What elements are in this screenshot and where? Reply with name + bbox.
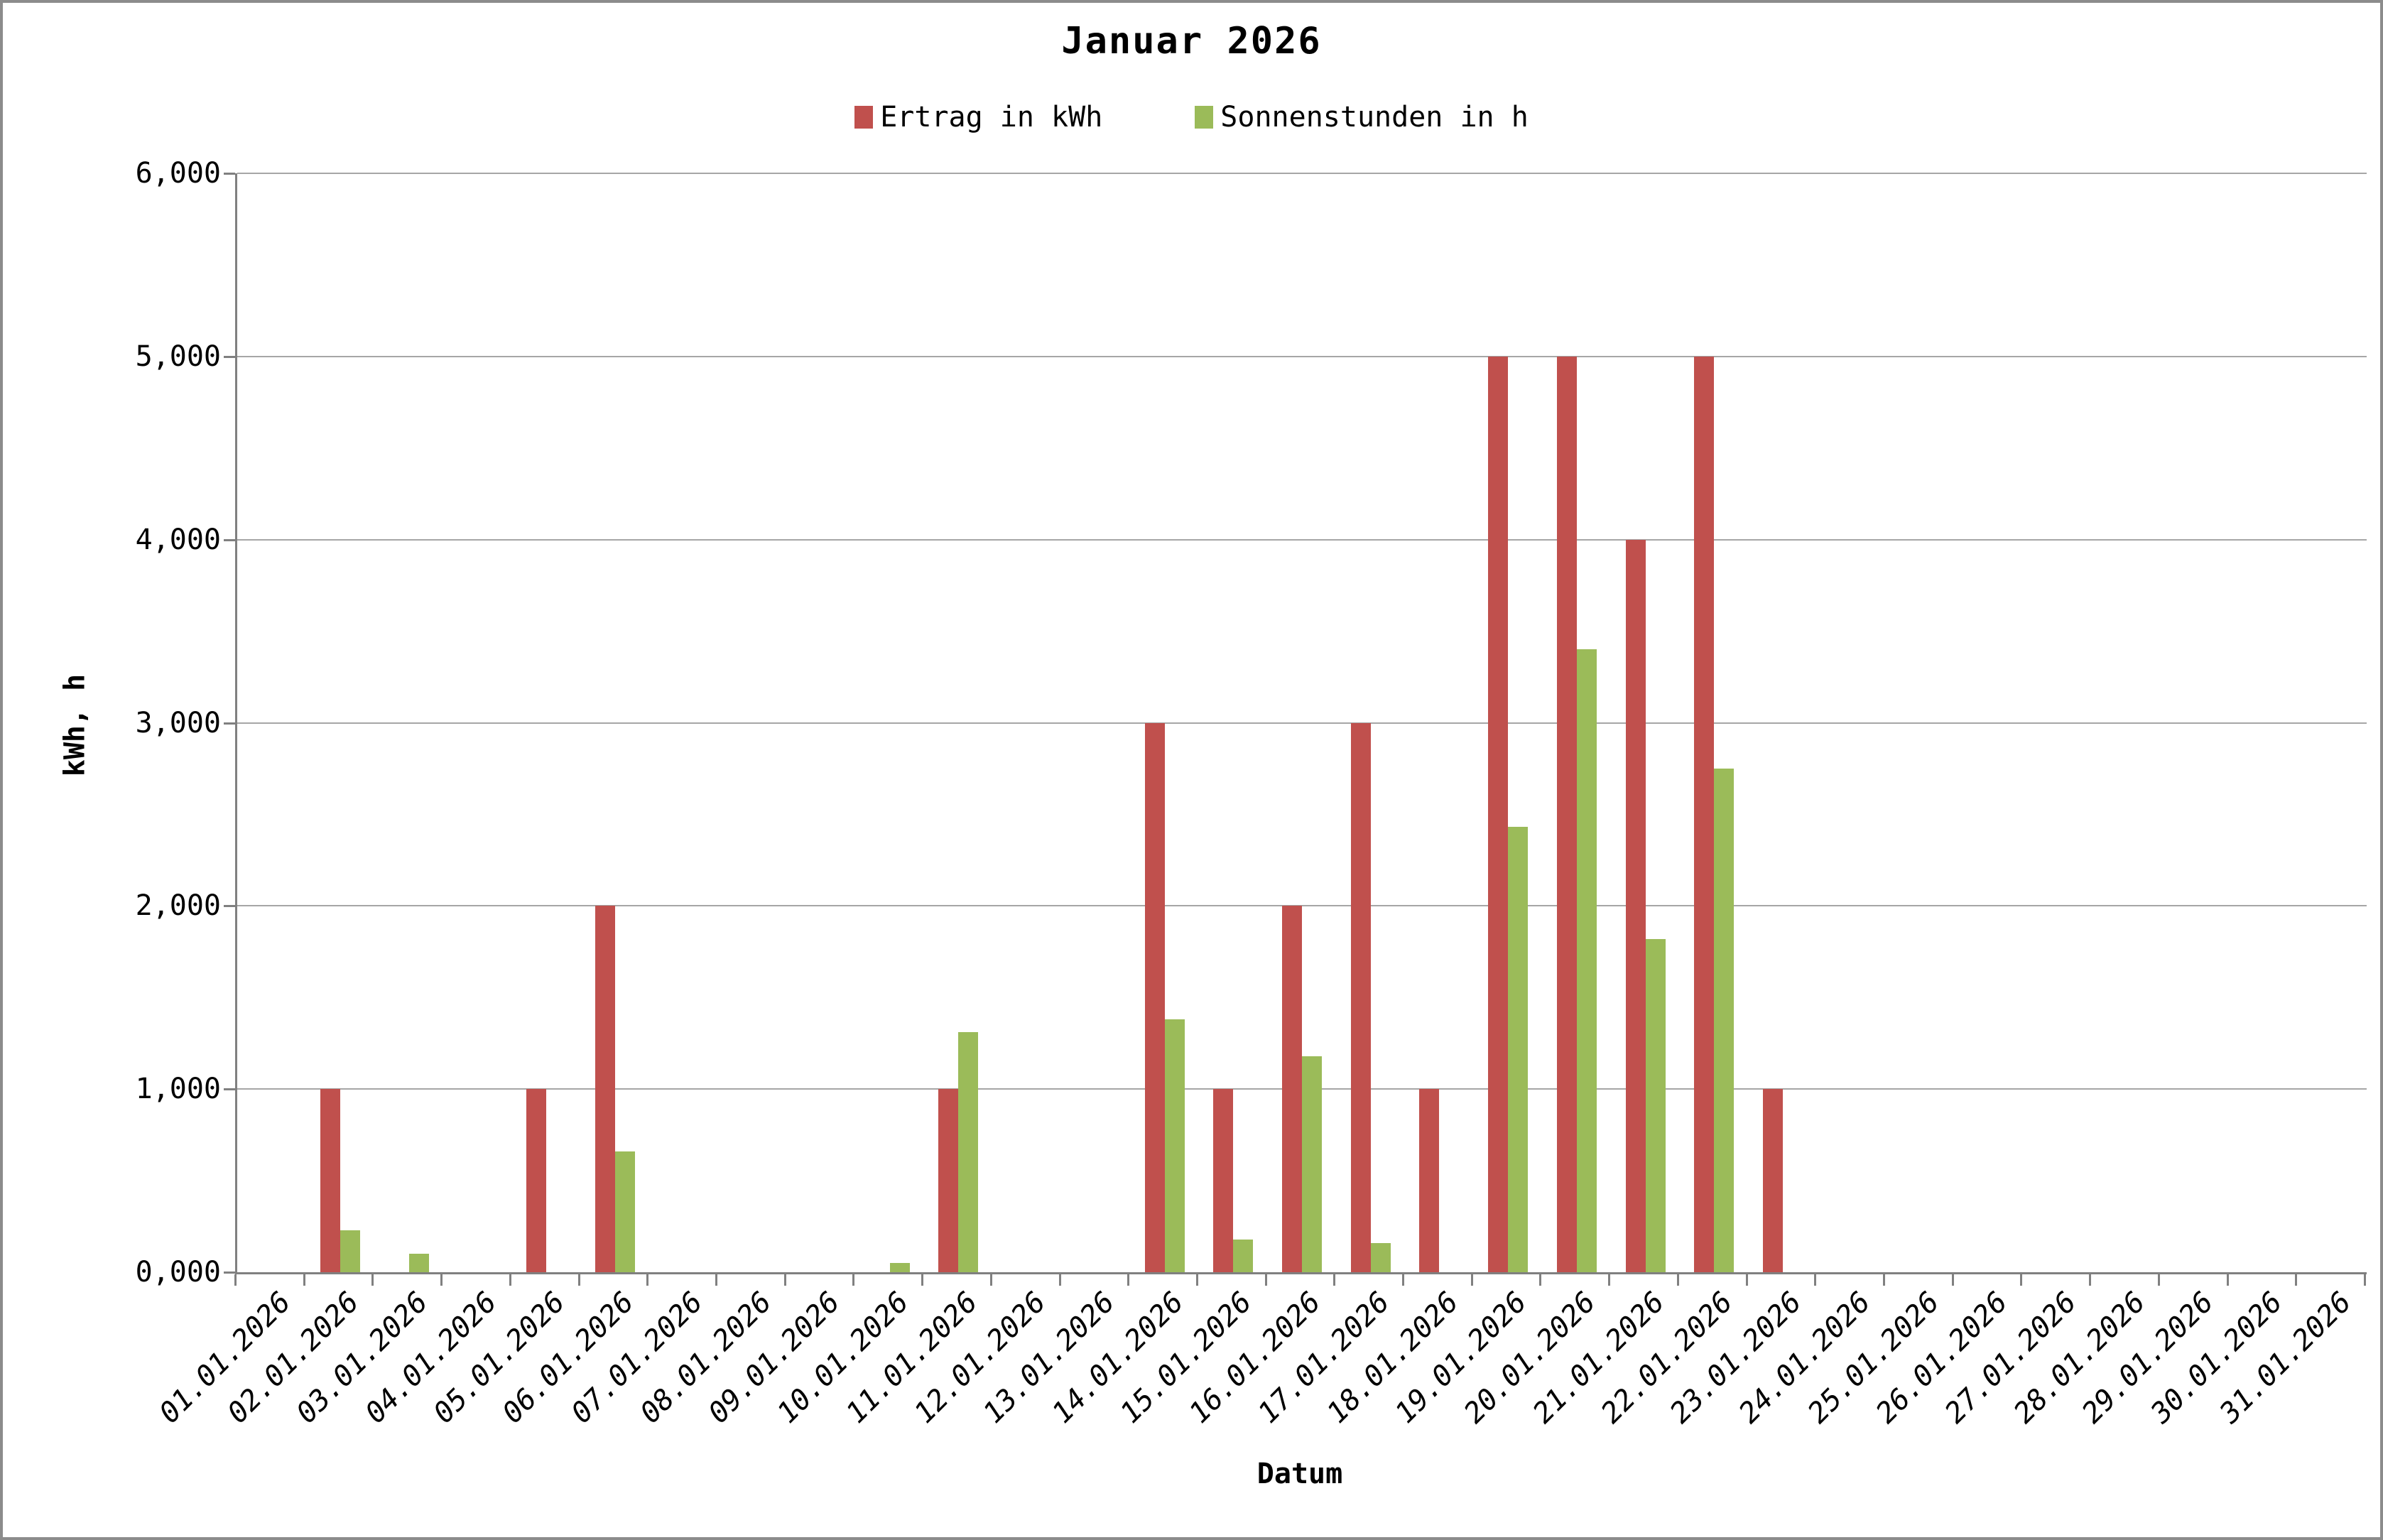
bar-ertrag-06.01.2026 (595, 906, 615, 1272)
x-tick-mark (1058, 1274, 1061, 1286)
x-tick-mark (371, 1274, 374, 1286)
y-tick-mark (224, 1088, 235, 1091)
x-tick-mark (1402, 1274, 1405, 1286)
y-tick-mark (224, 1271, 235, 1274)
x-tick-mark (1814, 1274, 1817, 1286)
x-tick-mark (1539, 1274, 1542, 1286)
bar-sonnenstunden-11.01.2026 (958, 1032, 979, 1272)
y-tick-mark (224, 538, 235, 541)
x-tick-mark (1195, 1274, 1198, 1286)
bar-ertrag-23.01.2026 (1762, 1089, 1783, 1272)
bar-ertrag-17.01.2026 (1350, 722, 1371, 1272)
x-tick-mark (783, 1274, 786, 1286)
bar-ertrag-18.01.2026 (1419, 1089, 1440, 1272)
bar-sonnenstunden-15.01.2026 (1233, 1239, 1254, 1272)
bar-sonnenstunden-17.01.2026 (1370, 1242, 1391, 1272)
y-tick-label-2,000: 2,000 (135, 889, 221, 923)
y-tick-label-4,000: 4,000 (135, 523, 221, 556)
x-tick-mark (989, 1274, 992, 1286)
bar-ertrag-20.01.2026 (1556, 356, 1577, 1272)
legend-item-sonnenstunden: Sonnenstunden in h (1195, 101, 1529, 134)
bar-ertrag-19.01.2026 (1488, 356, 1509, 1272)
bar-sonnenstunden-10.01.2026 (889, 1263, 910, 1272)
x-tick-mark (234, 1274, 237, 1286)
x-tick-mark (646, 1274, 649, 1286)
legend-label-sonnenstunden: Sonnenstunden in h (1220, 101, 1529, 134)
x-tick-mark (2157, 1274, 2160, 1286)
bar-sonnenstunden-22.01.2026 (1714, 768, 1735, 1272)
x-tick-mark (440, 1274, 443, 1286)
x-tick-mark (1608, 1274, 1611, 1286)
y-tick-label-0,000: 0,000 (135, 1256, 221, 1289)
bar-ertrag-16.01.2026 (1282, 906, 1302, 1272)
x-tick-mark (2089, 1274, 2092, 1286)
x-tick-mark (303, 1274, 305, 1286)
x-tick-mark (2226, 1274, 2229, 1286)
bar-ertrag-05.01.2026 (526, 1089, 547, 1272)
y-tick-mark (224, 722, 235, 725)
bar-sonnenstunden-06.01.2026 (614, 1151, 635, 1272)
bar-sonnenstunden-02.01.2026 (340, 1230, 361, 1272)
gridline-2 (237, 905, 2367, 907)
y-tick-mark (224, 355, 235, 358)
y-tick-label-1,000: 1,000 (135, 1073, 221, 1106)
legend-swatch-ertrag-icon (854, 106, 874, 129)
bar-sonnenstunden-21.01.2026 (1645, 938, 1666, 1272)
legend: Ertrag in kWh Sonnenstunden in h (3, 101, 2380, 134)
x-tick-mark (1745, 1274, 1748, 1286)
x-tick-mark (1333, 1274, 1336, 1286)
bar-sonnenstunden-19.01.2026 (1508, 827, 1529, 1272)
x-tick-mark (1676, 1274, 1679, 1286)
chart-title: Januar 2026 (1061, 20, 1322, 63)
y-tick-mark (224, 173, 235, 175)
plot-area (235, 173, 2367, 1274)
bar-ertrag-15.01.2026 (1213, 1089, 1234, 1272)
bar-sonnenstunden-16.01.2026 (1302, 1056, 1322, 1272)
x-tick-mark (1127, 1274, 1130, 1286)
gridline-4 (237, 538, 2367, 541)
x-axis-title: Datum (1256, 1458, 1343, 1490)
x-tick-mark (2364, 1274, 2366, 1286)
bar-sonnenstunden-20.01.2026 (1576, 649, 1597, 1272)
x-tick-mark (1470, 1274, 1473, 1286)
x-tick-mark (1883, 1274, 1886, 1286)
x-tick-mark (1951, 1274, 1954, 1286)
bar-ertrag-21.01.2026 (1625, 539, 1646, 1272)
legend-swatch-sonnenstunden-icon (1195, 106, 1214, 129)
y-tick-mark (224, 905, 235, 908)
bar-sonnenstunden-14.01.2026 (1164, 1019, 1185, 1272)
legend-item-ertrag: Ertrag in kWh (854, 101, 1102, 134)
y-tick-label-3,000: 3,000 (135, 706, 221, 739)
x-tick-mark (2020, 1274, 2023, 1286)
x-tick-mark (2295, 1274, 2298, 1286)
bar-sonnenstunden-03.01.2026 (408, 1254, 429, 1272)
x-tick-mark (852, 1274, 855, 1286)
x-tick-mark (577, 1274, 580, 1286)
gridline-6 (237, 173, 2367, 174)
bar-ertrag-11.01.2026 (938, 1089, 959, 1272)
bar-ertrag-14.01.2026 (1144, 722, 1165, 1272)
y-tick-label-5,000: 5,000 (135, 340, 221, 373)
bar-ertrag-22.01.2026 (1694, 356, 1715, 1272)
legend-label-ertrag: Ertrag in kWh (880, 101, 1103, 134)
x-tick-mark (715, 1274, 717, 1286)
x-tick-mark (509, 1274, 511, 1286)
gridline-3 (237, 722, 2367, 724)
bar-ertrag-02.01.2026 (320, 1089, 341, 1272)
gridline-5 (237, 355, 2367, 357)
x-tick-mark (1264, 1274, 1267, 1286)
y-tick-label-6,000: 6,000 (135, 157, 221, 190)
x-tick-mark (921, 1274, 924, 1286)
